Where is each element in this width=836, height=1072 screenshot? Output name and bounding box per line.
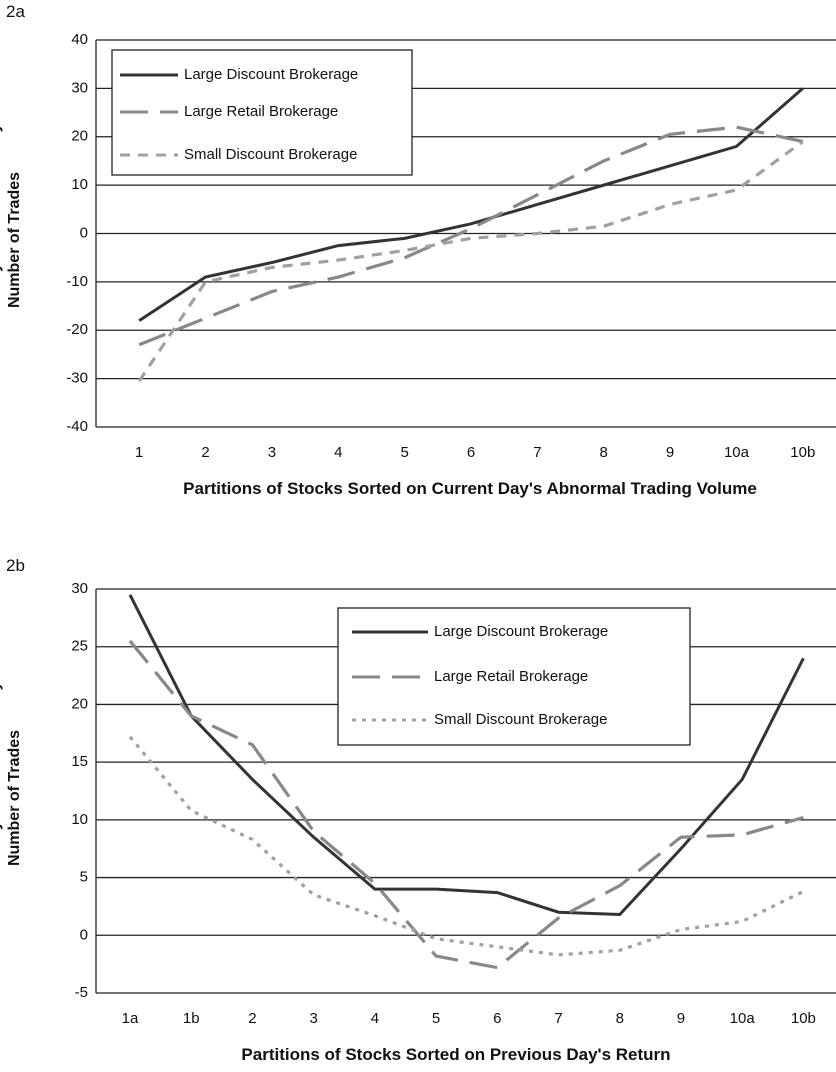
y-tick-label: -5 [75, 984, 88, 1001]
x-tick-label: 10b [791, 1010, 816, 1027]
legend-label: Small Discount Brokerage [434, 711, 607, 728]
y-tick-label: -40 [66, 418, 88, 435]
x-tick-label: 10a [724, 444, 750, 461]
y-tick-label: 10 [71, 176, 88, 193]
x-tick-label: 6 [467, 444, 475, 461]
y-tick-label: 30 [71, 580, 88, 597]
x-tick-label: 2 [201, 444, 209, 461]
x-tick-label: 2 [248, 1010, 256, 1027]
y-axis-title: Percent Buy-Sell Imbalance by Number of … [0, 123, 23, 357]
y-tick-label: 0 [80, 224, 88, 241]
x-tick-label: 8 [600, 444, 608, 461]
x-tick-label: 9 [677, 1010, 685, 1027]
x-tick-label: 1a [122, 1010, 139, 1027]
y-tick-label: -20 [66, 321, 88, 338]
x-tick-label: 4 [371, 1010, 379, 1027]
x-tick-label: 9 [666, 444, 674, 461]
y-tick-label: 0 [80, 926, 88, 943]
y-tick-label: 15 [71, 753, 88, 770]
y-tick-label: 20 [71, 695, 88, 712]
panel-label: 2a [6, 2, 25, 21]
y-tick-label: 10 [71, 811, 88, 828]
legend-label: Large Retail Brokerage [434, 668, 588, 685]
x-tick-label: 8 [616, 1010, 624, 1027]
y-tick-label: 5 [80, 869, 88, 886]
x-axis-title: Partitions of Stocks Sorted on Current D… [183, 479, 757, 498]
legend-label: Small Discount Brokerage [184, 146, 357, 163]
y-tick-label: 40 [71, 31, 88, 48]
y-tick-label: -30 [66, 370, 88, 387]
series-line [137, 140, 804, 382]
x-tick-label: 10b [790, 444, 815, 461]
x-tick-label: 7 [533, 444, 541, 461]
y-axis-title: Percent Buy-Sell Imbalance by Number of … [0, 681, 23, 915]
x-tick-label: 5 [400, 444, 408, 461]
legend-label: Large Retail Brokerage [184, 103, 338, 120]
x-tick-label: 3 [309, 1010, 317, 1027]
x-tick-label: 10a [730, 1010, 756, 1027]
panel-label: 2b [6, 556, 25, 575]
x-tick-label: 4 [334, 444, 342, 461]
x-tick-label: 1 [135, 444, 143, 461]
x-tick-label: 1b [183, 1010, 200, 1027]
y-tick-label: 20 [71, 128, 88, 145]
y-tick-label: -10 [66, 273, 88, 290]
legend-label: Large Discount Brokerage [184, 66, 358, 83]
x-axis-title: Partitions of Stocks Sorted on Previous … [241, 1045, 671, 1064]
x-tick-label: 7 [554, 1010, 562, 1027]
series-line [128, 639, 804, 970]
x-tick-label: 3 [268, 444, 276, 461]
x-tick-label: 5 [432, 1010, 440, 1027]
legend-label: Large Discount Brokerage [434, 623, 608, 640]
series-line [128, 735, 805, 957]
x-tick-label: 6 [493, 1010, 501, 1027]
y-tick-label: 30 [71, 79, 88, 96]
series-line [138, 87, 804, 322]
y-tick-label: 25 [71, 638, 88, 655]
